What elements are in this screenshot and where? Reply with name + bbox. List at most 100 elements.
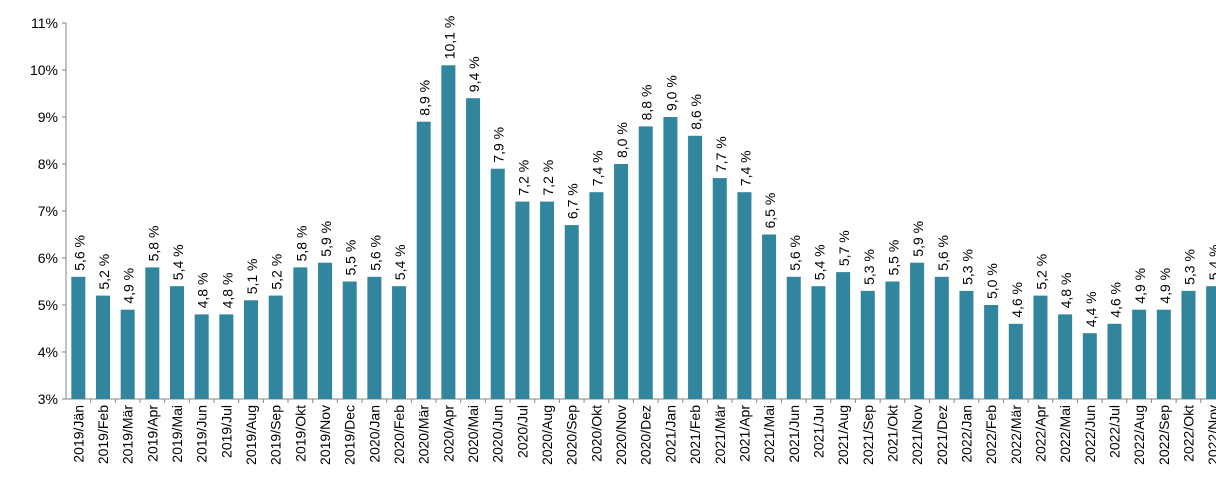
bar	[786, 276, 801, 399]
value-label: 5,2 %	[269, 254, 285, 290]
bar	[984, 305, 999, 399]
value-label: 4,8 %	[1058, 273, 1074, 309]
bar	[564, 225, 579, 399]
value-label: 5,3 %	[959, 249, 975, 285]
value-label: 5,2 %	[1033, 254, 1049, 290]
x-tick-label: 2020/Jun	[490, 405, 506, 463]
x-tick-label: 2021/Sep	[860, 405, 876, 465]
value-label: 7,2 %	[540, 160, 556, 196]
x-tick-label: 2021/Aug	[835, 405, 851, 465]
x-tick-label: 2022/Aug	[1131, 405, 1147, 465]
value-label: 4,9 %	[1157, 268, 1173, 304]
bar	[737, 192, 752, 399]
x-tick-label: 2022/Mai	[1057, 405, 1073, 463]
value-label: 8,0 %	[614, 122, 630, 158]
x-tick-label: 2021/Dez	[934, 405, 950, 465]
bar	[120, 309, 135, 399]
value-label: 5,5 %	[885, 240, 901, 276]
x-tick-label: 2021/Mai	[761, 405, 777, 463]
bar	[638, 126, 653, 400]
y-tick-label: 3%	[38, 391, 58, 407]
value-label: 5,4 %	[811, 244, 827, 280]
x-tick-label: 2019/Mär	[120, 405, 136, 464]
x-tick-label: 2020/Jan	[366, 405, 382, 463]
bar	[614, 164, 629, 399]
bar	[1008, 323, 1023, 399]
bar	[490, 168, 505, 399]
x-tick-label: 2021/Mär	[712, 405, 728, 464]
x-tick-label: 2021/Okt	[884, 405, 900, 462]
value-label: 5,1 %	[244, 258, 260, 294]
x-tick-label: 2022/Mär	[1008, 405, 1024, 464]
bar	[194, 314, 209, 399]
bar	[959, 290, 974, 399]
x-tick-label: 2020/Apr	[440, 405, 456, 462]
x-tick-label: 2022/Okt	[1180, 405, 1196, 462]
x-tick-label: 2020/Nov	[613, 405, 629, 465]
bar	[540, 201, 555, 399]
value-label: 5,6 %	[935, 235, 951, 271]
bar	[762, 234, 777, 399]
value-label: 5,8 %	[293, 226, 309, 262]
value-label: 9,4 %	[466, 56, 482, 92]
value-label: 6,5 %	[762, 193, 778, 229]
bar	[342, 281, 357, 399]
bar	[515, 201, 530, 399]
x-tick-label: 2022/Nov	[1205, 405, 1216, 465]
value-label: 5,9 %	[318, 221, 334, 257]
bar	[367, 276, 382, 399]
bar	[1156, 309, 1171, 399]
value-label: 5,2 %	[96, 254, 112, 290]
bar	[219, 314, 234, 399]
value-label: 7,9 %	[491, 127, 507, 163]
value-label: 7,4 %	[589, 150, 605, 186]
x-tick-label: 2019/Jun	[194, 405, 210, 463]
x-tick-label: 2020/Feb	[391, 405, 407, 464]
value-label: 8,9 %	[417, 80, 433, 116]
value-label: 5,6 %	[71, 235, 87, 271]
bar	[1058, 314, 1073, 399]
value-label: 4,4 %	[1083, 291, 1099, 327]
bar	[1206, 286, 1216, 399]
y-tick-label: 5%	[38, 297, 58, 313]
x-tick-label: 2019/Mai	[169, 405, 185, 463]
value-label: 6,7 %	[565, 183, 581, 219]
x-tick-label: 2020/Sep	[564, 405, 580, 465]
x-tick-label: 2021/Nov	[909, 405, 925, 465]
x-tick-label: 2019/Aug	[243, 405, 259, 465]
x-tick-label: 2021/Apr	[736, 405, 752, 462]
bar	[910, 262, 925, 399]
x-tick-label: 2020/Jul	[514, 405, 530, 458]
bar	[934, 276, 949, 399]
value-label: 8,6 %	[688, 94, 704, 130]
bar	[318, 262, 333, 399]
bar	[392, 286, 407, 399]
x-tick-label: 2021/Jun	[786, 405, 802, 463]
bar	[1132, 309, 1147, 399]
value-label: 10,1 %	[441, 16, 457, 60]
x-tick-label: 2022/Feb	[983, 405, 999, 464]
bar	[836, 272, 851, 399]
x-tick-label: 2019/Jän	[70, 405, 86, 463]
bar	[293, 267, 308, 399]
x-tick-label: 2019/Sep	[268, 405, 284, 465]
x-tick-label: 2019/Okt	[292, 405, 308, 462]
value-label: 5,4 %	[170, 244, 186, 280]
y-tick-label: 7%	[38, 203, 58, 219]
bar	[860, 290, 875, 399]
value-label: 4,6 %	[1107, 282, 1123, 318]
y-tick-label: 4%	[38, 344, 58, 360]
bar	[885, 281, 900, 399]
value-label: 4,6 %	[1009, 282, 1025, 318]
bar	[589, 192, 604, 399]
bar	[1181, 290, 1196, 399]
x-tick-label: 2020/Aug	[539, 405, 555, 465]
value-label: 5,4 %	[392, 244, 408, 280]
value-label: 4,8 %	[195, 273, 211, 309]
value-label: 5,8 %	[145, 226, 161, 262]
value-label: 5,6 %	[367, 235, 383, 271]
y-tick-label: 10%	[30, 62, 58, 78]
value-label: 9,0 %	[663, 75, 679, 111]
value-label: 4,9 %	[1132, 268, 1148, 304]
